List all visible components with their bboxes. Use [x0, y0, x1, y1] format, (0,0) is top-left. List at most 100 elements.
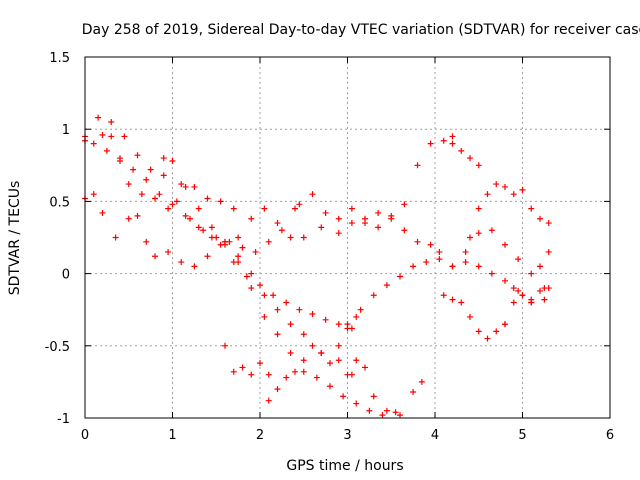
- chart-title: Day 258 of 2019, Sidereal Day-to-day VTE…: [82, 22, 640, 38]
- data-point: [458, 147, 465, 154]
- data-point: [541, 296, 548, 303]
- data-point: [274, 306, 281, 313]
- data-point: [125, 215, 132, 222]
- series-16: [467, 181, 552, 241]
- data-point: [537, 215, 543, 222]
- data-point: [222, 238, 228, 245]
- data-point: [182, 183, 189, 190]
- data-point: [348, 205, 355, 212]
- data-point: [322, 209, 329, 216]
- data-point: [230, 205, 237, 212]
- y-tick-label: -1: [57, 412, 70, 427]
- data-point: [348, 220, 355, 227]
- y-axis-label: SDTVAR / TECUs: [7, 181, 23, 296]
- data-point: [353, 357, 360, 364]
- data-point: [528, 205, 535, 212]
- data-point: [510, 299, 517, 306]
- data-point: [493, 328, 500, 335]
- data-point: [335, 321, 342, 328]
- data-point: [261, 313, 268, 320]
- data-point: [397, 412, 403, 419]
- data-point: [248, 285, 255, 292]
- data-point: [510, 191, 517, 198]
- data-point: [248, 371, 255, 378]
- data-point: [243, 273, 250, 280]
- data-point: [191, 183, 198, 190]
- data-point: [418, 378, 425, 385]
- data-point: [375, 224, 382, 231]
- data-point: [191, 263, 198, 270]
- data-point: [528, 270, 535, 277]
- data-point: [195, 224, 202, 231]
- data-point: [152, 195, 158, 202]
- series-7: [265, 313, 360, 404]
- data-point: [165, 248, 172, 255]
- data-point: [117, 155, 123, 162]
- data-point: [484, 191, 491, 198]
- series-15: [449, 227, 548, 292]
- data-point: [195, 205, 202, 212]
- data-point: [296, 201, 303, 208]
- data-point: [112, 234, 119, 241]
- data-point: [257, 360, 263, 367]
- data-point: [300, 234, 307, 241]
- data-point: [239, 244, 246, 251]
- data-point: [502, 277, 508, 284]
- series-8: [344, 357, 425, 419]
- data-point: [475, 230, 482, 237]
- data-point: [467, 155, 473, 162]
- data-point: [261, 205, 268, 212]
- data-point: [449, 263, 456, 270]
- data-point: [261, 292, 268, 299]
- data-point: [410, 263, 417, 270]
- data-point: [265, 397, 272, 404]
- y-tick-label: -0.5: [45, 340, 70, 355]
- data-point: [278, 227, 285, 234]
- data-point: [143, 176, 150, 183]
- series-12: [300, 205, 443, 255]
- data-point: [335, 230, 342, 237]
- data-point: [449, 133, 456, 140]
- data-point: [103, 147, 110, 154]
- data-point: [362, 364, 368, 371]
- data-point: [90, 191, 97, 198]
- data-point: [370, 393, 377, 400]
- data-point: [95, 114, 102, 121]
- data-point: [313, 374, 320, 381]
- series-layer: [82, 114, 552, 419]
- data-point: [335, 342, 342, 349]
- series-17: [502, 248, 552, 328]
- data-point: [287, 321, 294, 328]
- data-point: [545, 248, 552, 255]
- data-point: [414, 162, 421, 169]
- data-point: [173, 198, 180, 205]
- data-point: [475, 263, 482, 270]
- data-point: [156, 191, 163, 198]
- series-1: [82, 181, 237, 241]
- data-point: [440, 292, 447, 299]
- data-point: [178, 259, 185, 266]
- data-point: [147, 166, 154, 173]
- x-tick-label: 0: [81, 428, 89, 443]
- data-point: [318, 224, 325, 231]
- data-point: [515, 287, 522, 294]
- data-point: [475, 328, 482, 335]
- data-point: [182, 212, 189, 219]
- y-tick-label: 0: [62, 268, 70, 283]
- data-point: [300, 331, 307, 338]
- data-point: [318, 350, 325, 357]
- data-point: [502, 183, 508, 190]
- data-point: [230, 259, 237, 266]
- data-point: [178, 181, 185, 188]
- data-point: [287, 350, 294, 357]
- data-point: [143, 238, 150, 245]
- data-point: [537, 263, 543, 270]
- data-point: [383, 407, 390, 414]
- data-point: [208, 224, 215, 231]
- axis-tick-labels: 0 1 2 3 4 5 6 -1 -0.5 0 0.5 1 1.5: [45, 51, 615, 443]
- data-point: [230, 368, 237, 375]
- data-point: [134, 212, 141, 219]
- data-point: [388, 215, 395, 222]
- data-point: [510, 285, 517, 292]
